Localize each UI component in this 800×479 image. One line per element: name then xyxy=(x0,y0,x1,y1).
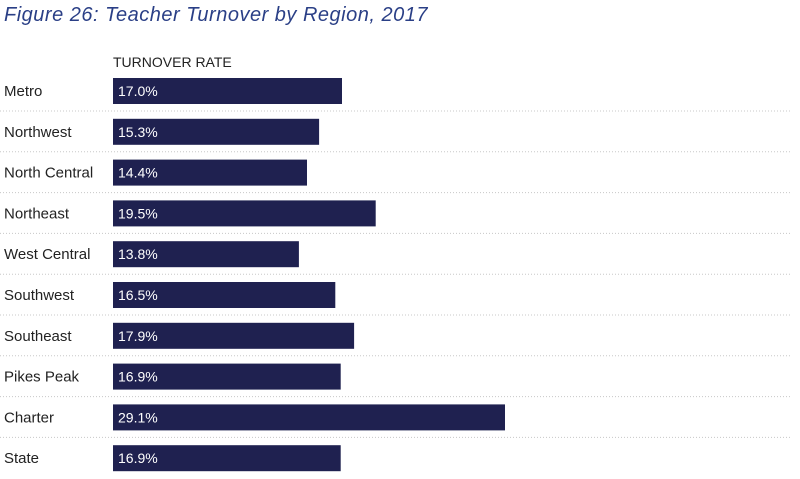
category-label: West Central xyxy=(4,246,90,263)
bar xyxy=(113,118,320,145)
bar xyxy=(113,241,299,268)
category-label: Northeast xyxy=(4,205,70,222)
category-label: Southwest xyxy=(4,287,75,304)
category-label: Metro xyxy=(4,83,42,100)
bar xyxy=(113,363,341,390)
bar xyxy=(113,445,341,472)
bar xyxy=(113,282,336,308)
bar-value-label: 15.3% xyxy=(118,124,158,140)
bar-value-label: 16.9% xyxy=(118,450,158,466)
category-label: Southeast xyxy=(4,328,72,345)
bar-value-label: 13.8% xyxy=(118,246,158,262)
bar-value-label: 19.5% xyxy=(118,205,158,221)
bar-value-label: 16.5% xyxy=(118,287,158,303)
category-label: Pikes Peak xyxy=(4,369,80,386)
bar xyxy=(113,200,376,227)
category-label: Charter xyxy=(4,409,54,426)
bar xyxy=(113,78,342,104)
category-label: Northwest xyxy=(4,124,72,141)
chart-title: Figure 26: Teacher Turnover by Region, 2… xyxy=(4,4,428,26)
bar xyxy=(113,404,505,431)
bar xyxy=(113,322,355,349)
category-label: North Central xyxy=(4,165,93,182)
category-label: State xyxy=(4,450,39,467)
bar-value-label: 17.9% xyxy=(118,328,158,344)
bar-value-label: 17.0% xyxy=(118,83,158,99)
column-header: TURNOVER RATE xyxy=(113,54,232,70)
bar-value-label: 16.9% xyxy=(118,369,158,385)
bar-value-label: 29.1% xyxy=(118,409,158,425)
bar xyxy=(113,159,307,186)
bar-value-label: 14.4% xyxy=(118,165,158,181)
